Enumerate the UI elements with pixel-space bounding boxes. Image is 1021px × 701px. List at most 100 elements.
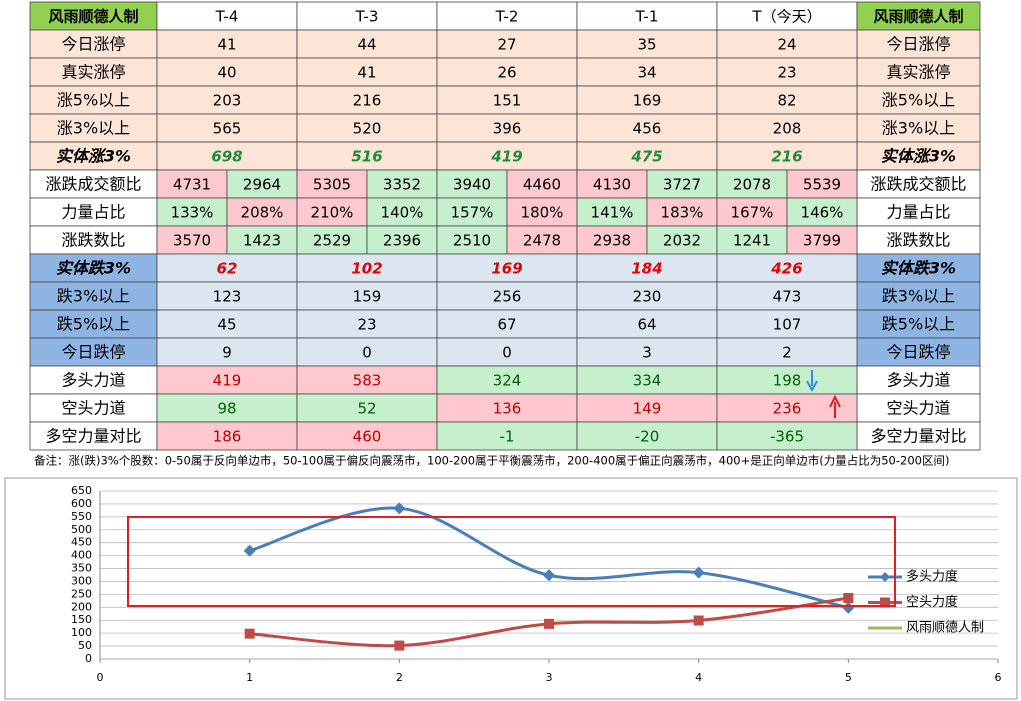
cell	[856, 169, 981, 199]
cell-text: 23	[357, 316, 376, 334]
cell	[296, 421, 438, 451]
cell	[856, 309, 981, 339]
cell-text: -365	[770, 428, 804, 446]
cell-text: 41	[217, 36, 236, 54]
cell	[156, 113, 298, 143]
cell-text: 460	[353, 428, 382, 446]
cell	[436, 225, 508, 255]
cell	[29, 113, 158, 143]
cell-text: 64	[637, 316, 656, 334]
cell	[716, 57, 858, 87]
cell-text: 2396	[383, 232, 421, 250]
cell-text: 3799	[803, 232, 841, 250]
cell-text: 473	[773, 288, 802, 306]
cell	[156, 1, 298, 31]
y-tick-label: 500	[71, 523, 92, 536]
cell	[156, 57, 298, 87]
row-label: 力量占比	[61, 203, 125, 222]
cell-text: 475	[630, 148, 662, 166]
cell-text: 419	[490, 148, 522, 166]
cell-text: 123	[213, 288, 242, 306]
cell	[716, 365, 858, 395]
cell-text: 210%	[311, 204, 354, 222]
cell	[29, 1, 158, 31]
cell	[576, 281, 718, 311]
cell	[156, 29, 298, 59]
cell	[506, 225, 578, 255]
cell	[296, 337, 438, 367]
cell	[856, 197, 981, 227]
header-text: T（今天）	[751, 8, 821, 26]
cell-text: 167%	[731, 204, 774, 222]
cell-text: 26	[497, 64, 516, 82]
cell	[716, 141, 858, 171]
cell	[576, 169, 648, 199]
cell	[226, 169, 298, 199]
row-label: 真实涨停	[61, 63, 125, 82]
cell-text: 136	[493, 400, 522, 418]
y-tick-label: 250	[71, 587, 92, 600]
cell-text: 149	[633, 400, 662, 418]
cell	[786, 197, 858, 227]
cell	[576, 421, 718, 451]
cell-text: 41	[357, 64, 376, 82]
header-label: 风雨顺德人制	[873, 8, 963, 26]
cell-text: 2938	[593, 232, 631, 250]
marker	[543, 569, 555, 582]
row-label: 实体涨3%	[56, 147, 131, 166]
cell	[856, 85, 981, 115]
cell-text: 140%	[381, 204, 424, 222]
cell	[366, 169, 438, 199]
cell-text: 183%	[661, 204, 704, 222]
header-text: T-4	[215, 8, 239, 26]
marker	[692, 566, 705, 579]
cell-text: 27	[497, 36, 516, 54]
cell	[156, 337, 298, 367]
cell-text: 151	[493, 92, 522, 110]
row-label: 多头力道	[61, 371, 125, 390]
header-label: 风雨顺德人制	[48, 8, 138, 26]
x-tick-label: 6	[995, 671, 1002, 684]
cell-text: 520	[353, 120, 382, 138]
cell-text: 2529	[313, 232, 351, 250]
row-label: 多头力道	[886, 371, 950, 390]
cell	[646, 225, 718, 255]
cell-text: -20	[635, 428, 660, 446]
highlight-box	[127, 516, 896, 607]
row-label: 跌3%以上	[57, 287, 130, 306]
y-tick-label: 450	[71, 536, 92, 549]
note: 备注：涨(跌)3%个股数：0-50属于反向单边市，50-100属于偏反向震荡市，…	[34, 454, 949, 468]
cell	[296, 141, 438, 171]
cell	[156, 253, 298, 283]
up-arrow	[829, 394, 841, 418]
y-tick-label: 600	[71, 497, 92, 510]
cell	[506, 169, 578, 199]
cell-text: 34	[637, 64, 656, 82]
y-tick-label: 50	[78, 639, 92, 652]
y-tick-label: 350	[71, 562, 92, 575]
y-tick-label: 100	[71, 626, 92, 639]
row-label: 涨跌成交额比	[45, 175, 141, 194]
row-label: 真实涨停	[886, 63, 950, 82]
legend-marker	[880, 572, 890, 582]
legend-label: 风雨顺德人制	[906, 621, 984, 636]
cell-text: 324	[493, 372, 522, 390]
cell	[576, 57, 718, 87]
cell	[576, 337, 718, 367]
row-label: 多空力量对比	[870, 427, 966, 446]
cell-text: 2	[782, 344, 792, 362]
y-tick-label: 400	[71, 549, 92, 562]
x-tick-label: 0	[97, 671, 104, 684]
row-label: 跌5%以上	[882, 315, 955, 334]
cell	[296, 85, 438, 115]
marker	[842, 601, 855, 614]
row-label: 实体跌3%	[881, 259, 956, 278]
cell	[296, 281, 438, 311]
cell	[436, 57, 578, 87]
cell	[29, 169, 158, 199]
cell-text: 396	[493, 120, 522, 138]
row-label: 力量占比	[886, 203, 950, 222]
cell	[156, 169, 228, 199]
cell-text: 107	[773, 316, 802, 334]
cell-text: 169	[491, 260, 522, 278]
